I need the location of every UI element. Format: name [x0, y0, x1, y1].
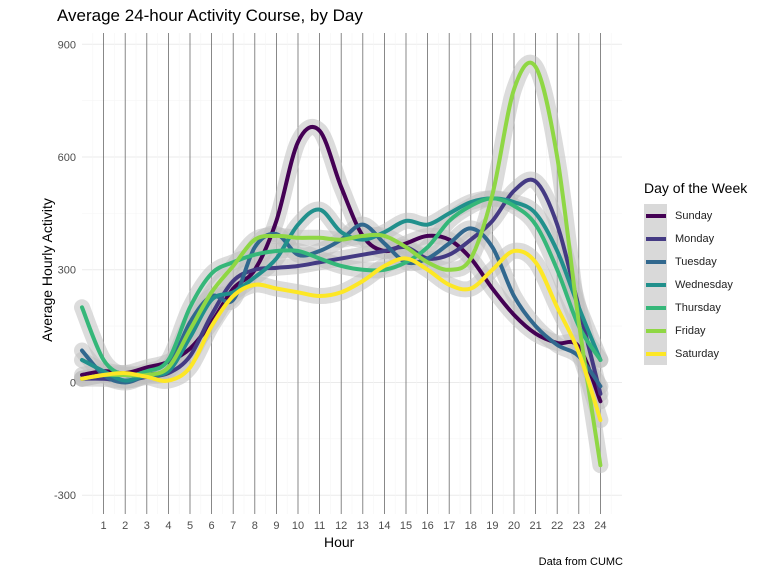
legend-swatch [645, 259, 666, 264]
legend-item-sunday: Sunday [644, 204, 747, 227]
x-tick-label: 24 [594, 520, 606, 532]
legend-label: Thursday [675, 301, 721, 314]
y-tick-label: -300 [54, 490, 76, 502]
legend-label: Monday [675, 232, 715, 245]
x-tick-label: 12 [335, 520, 347, 532]
y-axis-label: Average Hourly Activity [39, 198, 55, 342]
x-tick-label: 5 [187, 520, 193, 532]
legend-key [644, 296, 667, 319]
chart-caption: Data from CUMC [538, 556, 623, 568]
legend-label: Wednesday [675, 278, 733, 291]
legend-swatch [645, 282, 666, 287]
legend-label: Saturday [675, 347, 720, 360]
series-line-wednesday [80, 196, 603, 383]
y-tick-label: 900 [58, 39, 76, 51]
x-tick-label: 9 [273, 520, 279, 532]
legend-key [644, 273, 667, 296]
legend-swatch [645, 213, 666, 218]
legend-key [644, 250, 667, 273]
legend-item-wednesday: Wednesday [644, 273, 747, 296]
legend-swatch [645, 305, 666, 310]
legend-item-thursday: Thursday [644, 296, 747, 319]
x-tick-label: 14 [378, 520, 390, 532]
x-tick-label: 11 [314, 520, 325, 532]
x-tick-label: 20 [508, 520, 520, 532]
legend-key [644, 319, 667, 342]
series-line-friday [80, 60, 603, 468]
legend-key [644, 227, 667, 250]
legend-item-saturday: Saturday [644, 342, 747, 365]
series-line-saturday [80, 248, 603, 423]
legend-swatch [645, 351, 666, 356]
x-tick-label: 3 [144, 520, 150, 532]
x-tick-label: 4 [165, 520, 171, 532]
legend-item-friday: Friday [644, 319, 747, 342]
legend-swatch [645, 236, 666, 241]
x-tick-label: 22 [551, 520, 563, 532]
legend-label: Friday [675, 324, 706, 337]
x-tick-label: 17 [443, 520, 455, 532]
x-axis-label: Hour [324, 534, 355, 550]
x-axis-ticks: 1 2 3 4 5 6 7 8 9 10 11 12 13 14 15 16 17 18 19 20 21 22 23 24 [101, 520, 607, 532]
y-tick-label: 600 [58, 152, 76, 164]
series-lines [80, 60, 603, 468]
legend-label: Sunday [675, 209, 713, 222]
legend-title: Day of the Week [644, 180, 748, 196]
series-line-thursday [80, 196, 603, 378]
chart-title: Average 24-hour Activity Course, by Day [57, 6, 363, 25]
x-tick-label: 23 [573, 520, 585, 532]
legend-label: Tuesday [675, 255, 717, 268]
x-tick-label: 19 [486, 520, 498, 532]
x-tick-label: 18 [465, 520, 477, 532]
x-tick-label: 16 [421, 520, 433, 532]
y-tick-label: 0 [70, 377, 76, 389]
x-tick-label: 2 [122, 520, 128, 532]
x-tick-label: 10 [292, 520, 304, 532]
legend-swatch [645, 328, 666, 333]
legend-key [644, 204, 667, 227]
x-tick-label: 6 [209, 520, 215, 532]
legend-items: Sunday Monday Tuesday Wednesday Thursday Frid… [644, 204, 747, 365]
x-tick-label: 13 [357, 520, 369, 532]
x-tick-label: 8 [252, 520, 258, 532]
legend-item-monday: Monday [644, 227, 747, 250]
x-tick-label: 1 [101, 520, 107, 532]
legend-key [644, 342, 667, 365]
y-tick-label: 300 [58, 265, 76, 277]
legend-item-tuesday: Tuesday [644, 250, 747, 273]
x-tick-label: 21 [529, 520, 541, 532]
legend: Day of the Week Sunday Monday Tuesday Wedne… [644, 180, 747, 365]
x-tick-label: 7 [230, 520, 236, 532]
y-axis-ticks: -300 0 300 600 900 [54, 39, 76, 502]
x-tick-label: 15 [400, 520, 412, 532]
